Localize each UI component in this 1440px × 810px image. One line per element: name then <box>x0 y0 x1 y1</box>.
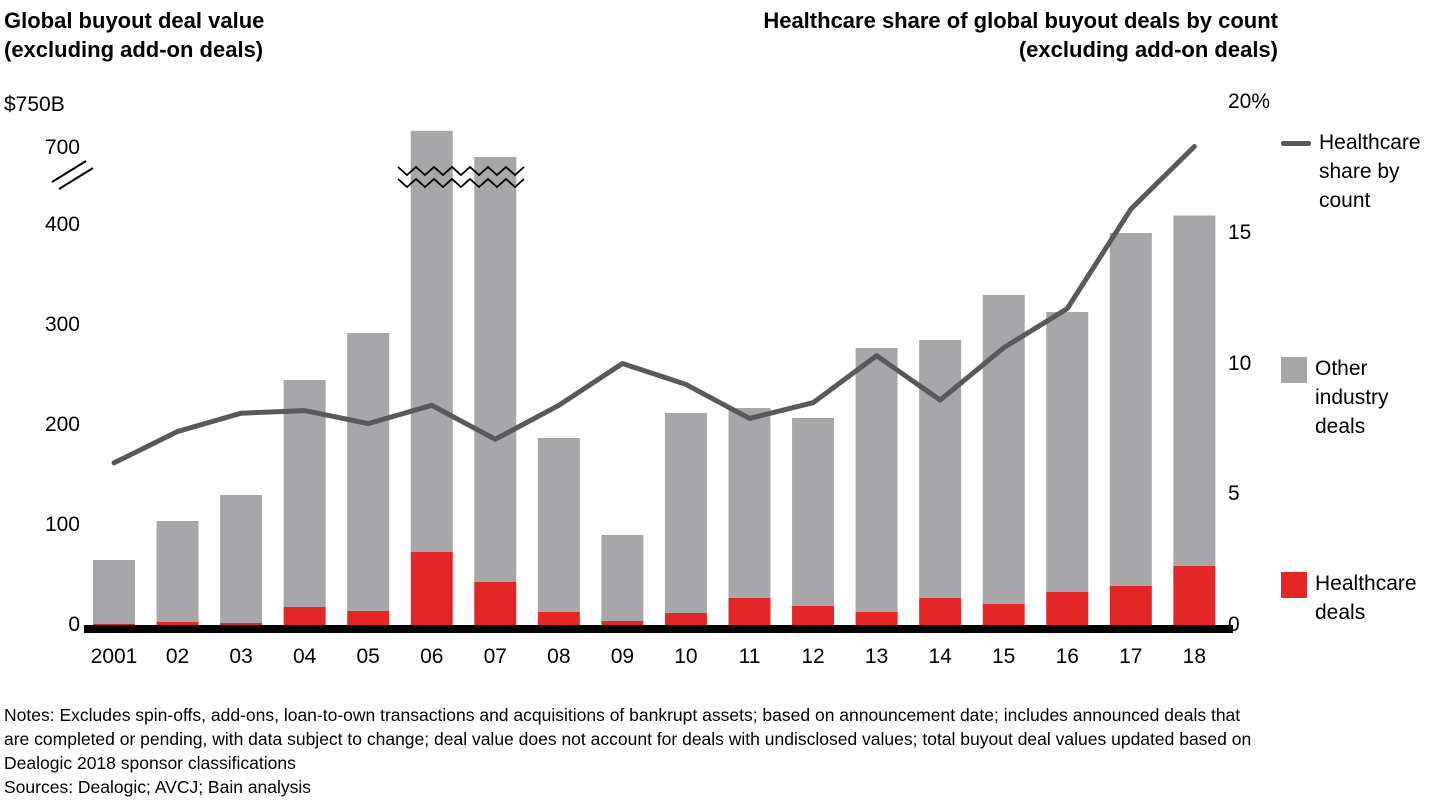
bar-other-segment-08 <box>537 438 580 612</box>
bar-other-segment-16 <box>1046 312 1089 592</box>
healthcare-deals-swatch-icon <box>1281 572 1307 598</box>
bar-other-segment-17 <box>1109 233 1152 586</box>
x-axis-label-03: 03 <box>229 645 253 668</box>
sources-line: Sources: Dealogic; AVCJ; Bain analysis <box>4 777 312 797</box>
bar-healthcare-segment-17 <box>1109 586 1152 625</box>
bar-other-segment-18 <box>1173 215 1216 566</box>
bar-other-segment-05 <box>347 333 390 611</box>
footnotes: Notes: Excludes spin-offs, add-ons, loan… <box>4 703 1438 799</box>
bar-healthcare-segment-15 <box>982 604 1025 625</box>
legend-label-other-industry-deals: Other industry deals <box>1315 357 1389 438</box>
x-axis-label-16: 16 <box>1055 645 1079 668</box>
left-axis-tick-300: 300 <box>44 313 80 336</box>
bar-healthcare-segment-13 <box>855 612 898 625</box>
left-axis-tick-0: 0 <box>68 613 80 636</box>
notes-line3: Dealogic 2018 sponsor classifications <box>4 753 296 773</box>
x-axis-label-09: 09 <box>610 645 635 668</box>
healthcare-share-line <box>111 144 1197 466</box>
bar-other-segment-06 <box>410 130 453 553</box>
line-series-marker-icon <box>1281 141 1311 146</box>
left-chart-title: Global buyout deal value (excluding add-… <box>4 6 264 64</box>
x-axis-label-11: 11 <box>738 645 761 668</box>
bar-healthcare-segment-11 <box>728 598 771 625</box>
x-axis-label-08: 08 <box>547 645 571 668</box>
legend-item-healthcare-share: Healthcare share by count <box>1281 128 1440 215</box>
x-axis-label-06: 06 <box>420 645 444 668</box>
notes-line2: are completed or pending, with data subj… <box>4 729 1252 749</box>
bar-other-segment-02 <box>156 521 199 622</box>
axis-break-slash-icon <box>58 167 94 190</box>
x-axis-label-05: 05 <box>356 645 380 668</box>
x-axis-label-18: 18 <box>1182 645 1207 668</box>
x-axis-label-15: 15 <box>992 645 1016 668</box>
bar-healthcare-segment-05 <box>347 611 390 625</box>
legend-item-healthcare-deals: Healthcare deals <box>1281 569 1437 627</box>
x-axis-label-13: 13 <box>864 645 889 668</box>
right-chart-title-line1: Healthcare share of global buyout deals … <box>763 8 1278 33</box>
right-axis-tick-10: 10 <box>1228 351 1252 375</box>
bar-other-segment-07 <box>474 156 517 582</box>
bar-healthcare-segment-2001 <box>93 624 135 625</box>
x-axis-label-07: 07 <box>483 645 507 668</box>
x-axis-label-12: 12 <box>801 645 825 668</box>
bar-other-segment-2001 <box>93 560 135 624</box>
bar-other-segment-10 <box>664 413 707 613</box>
axis-break-slash-icon <box>51 160 87 183</box>
bar-other-segment-09 <box>601 535 644 621</box>
x-axis-label-14: 14 <box>928 645 952 668</box>
left-chart-title-line1: Global buyout deal value <box>4 8 265 33</box>
bar-healthcare-segment-14 <box>919 598 962 625</box>
right-chart-title: Healthcare share of global buyout deals … <box>763 6 1278 64</box>
bar-other-segment-14 <box>919 340 962 598</box>
bar-healthcare-segment-12 <box>792 606 835 625</box>
left-chart-title-line2: (excluding add-on deals) <box>4 37 264 62</box>
bar-healthcare-segment-06 <box>410 552 453 625</box>
left-axis-tick-400: 400 <box>44 213 80 236</box>
x-axis-line <box>84 625 1233 633</box>
legend-label-healthcare-deals: Healthcare deals <box>1315 572 1417 624</box>
bar-healthcare-segment-04 <box>283 607 326 625</box>
left-axis-tick-200: 200 <box>44 413 80 436</box>
bar-healthcare-segment-10 <box>664 613 707 625</box>
bar-other-segment-11 <box>728 408 771 598</box>
legend-item-other-industry-deals: Other industry deals <box>1281 354 1437 441</box>
x-axis-label-04: 04 <box>292 645 317 668</box>
bar-other-segment-12 <box>792 418 835 606</box>
right-axis-tick-5: 5 <box>1228 482 1240 506</box>
left-axis-tick-700: 700 <box>44 136 80 159</box>
y-axis-unit-label: $750B <box>4 93 65 116</box>
legend-label-healthcare-share: Healthcare share by count <box>1319 131 1421 212</box>
bar-break-zigzag-icon <box>397 165 525 177</box>
x-axis-label-02: 02 <box>165 645 190 668</box>
notes-line1: Notes: Excludes spin-offs, add-ons, loan… <box>4 705 1241 725</box>
bar-healthcare-segment-03 <box>220 623 263 625</box>
bar-healthcare-segment-02 <box>156 622 199 625</box>
right-axis-tick-15: 15 <box>1228 220 1252 244</box>
x-axis-label-17: 17 <box>1119 645 1143 668</box>
right-axis-tick-20%: 20% <box>1228 90 1271 113</box>
bar-other-segment-03 <box>220 495 263 623</box>
bar-break-zigzag-icon <box>397 177 525 189</box>
right-axis-tick-0: 0 <box>1228 613 1240 636</box>
x-axis-label-10: 10 <box>674 645 698 668</box>
bar-other-segment-04 <box>283 380 326 607</box>
bar-healthcare-segment-09 <box>601 621 644 625</box>
other-deals-swatch-icon <box>1281 357 1307 383</box>
left-axis-tick-100: 100 <box>44 513 80 536</box>
bar-healthcare-segment-08 <box>537 612 580 625</box>
x-axis-label-2001: 2001 <box>90 645 138 668</box>
bar-healthcare-segment-07 <box>474 582 517 625</box>
right-chart-title-line2: (excluding add-on deals) <box>1018 37 1278 62</box>
bar-other-segment-13 <box>855 348 898 612</box>
bar-healthcare-segment-18 <box>1173 566 1216 625</box>
bar-healthcare-segment-16 <box>1046 592 1089 625</box>
